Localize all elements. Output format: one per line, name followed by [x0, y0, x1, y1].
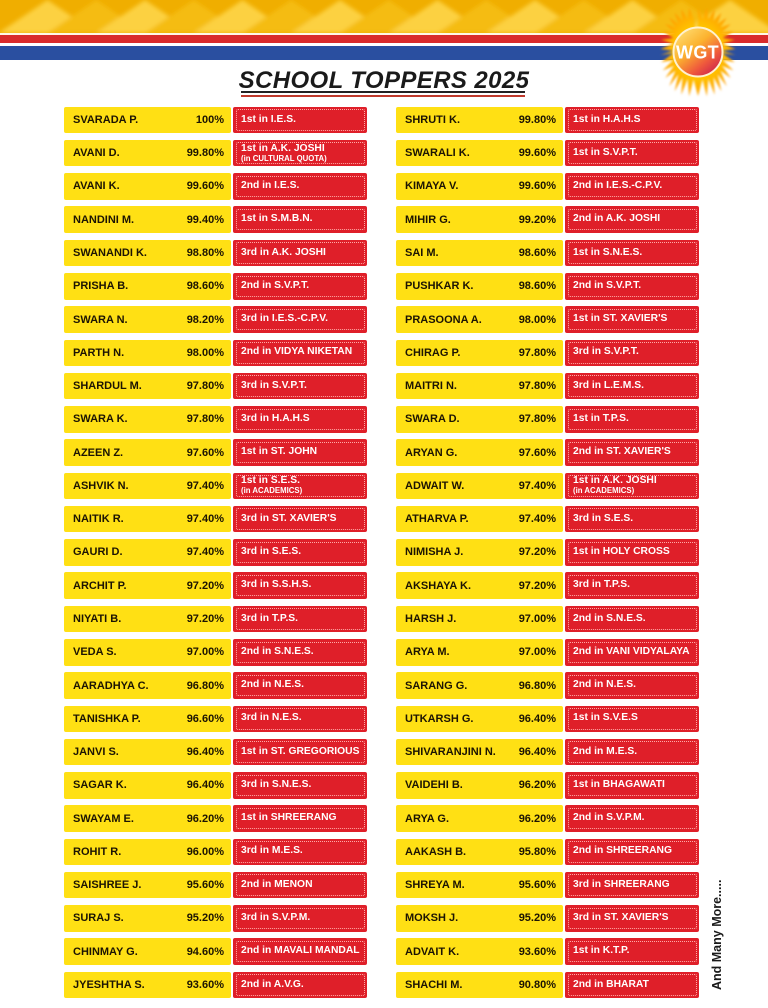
svg-text:WGT: WGT	[676, 43, 719, 63]
